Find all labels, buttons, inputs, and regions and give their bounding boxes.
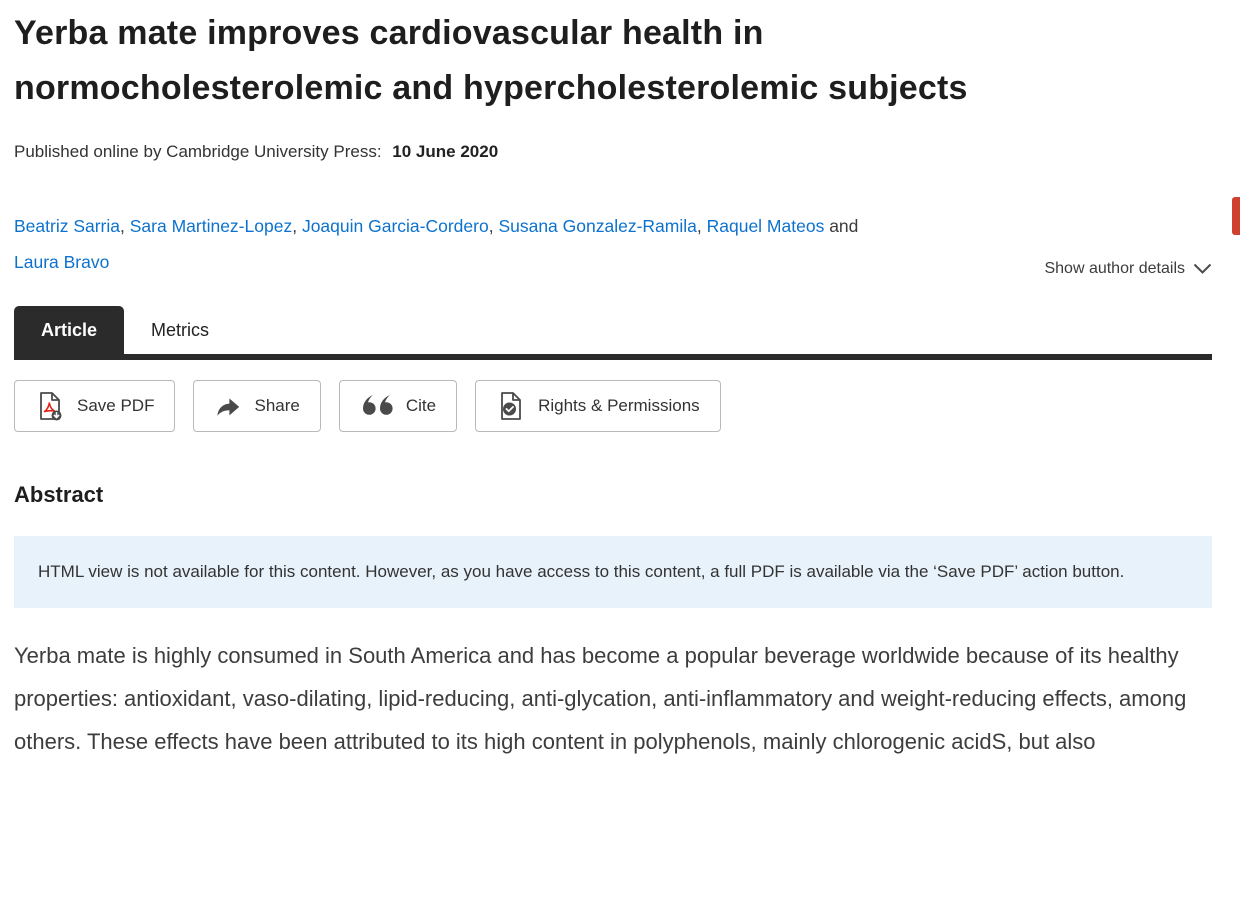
author-separator: and — [824, 216, 859, 236]
author-separator: , — [292, 216, 302, 236]
author-separator: , — [696, 216, 707, 236]
author-link[interactable]: Raquel Mateos — [706, 216, 825, 236]
show-author-details-label: Show author details — [1044, 260, 1185, 277]
published-line: Published online by Cambridge University… — [14, 142, 1212, 162]
save-pdf-button[interactable]: Save PDF — [14, 380, 176, 432]
pdf-download-icon — [35, 391, 65, 421]
author-link[interactable]: Sara Martinez-Lopez — [129, 216, 293, 236]
article-page: Yerba mate improves cardiovascular healt… — [14, 14, 1212, 754]
cite-button[interactable]: Cite — [338, 380, 458, 432]
save-pdf-label: Save PDF — [77, 396, 155, 415]
author-link[interactable]: Susana Gonzalez-Ramila — [498, 216, 697, 236]
abstract-text: Yerba mate is highly consumed in South A… — [14, 643, 1187, 754]
tab-bar: Article Metrics — [14, 306, 1212, 360]
chevron-down-icon — [1193, 263, 1212, 275]
published-date: 10 June 2020 — [392, 142, 499, 161]
article-title: Yerba mate improves cardiovascular healt… — [14, 14, 968, 107]
published-prefix: Published online by Cambridge University… — [14, 142, 382, 161]
abstract-heading: Abstract — [14, 482, 104, 507]
feedback-tab-partial[interactable] — [1232, 197, 1240, 235]
tab-article[interactable]: Article — [14, 306, 125, 354]
quote-icon — [360, 393, 394, 419]
html-unavailable-notice: HTML view is not available for this cont… — [14, 536, 1212, 608]
authors-row: Beatriz Sarria, Sara Martinez-Lopez, Joa… — [14, 208, 1212, 280]
author-list: Beatriz Sarria, Sara Martinez-Lopez, Joa… — [14, 208, 894, 280]
action-toolbar: Save PDF Share Cite — [14, 380, 1212, 432]
document-check-icon — [496, 391, 526, 421]
author-link[interactable]: Joaquin Garcia-Cordero — [301, 216, 489, 236]
author-separator: , — [120, 216, 130, 236]
share-button[interactable]: Share — [193, 380, 321, 432]
author-link[interactable]: Beatriz Sarria — [14, 216, 121, 236]
author-separator: , — [488, 216, 499, 236]
tab-metrics[interactable]: Metrics — [124, 306, 236, 354]
rights-permissions-label: Rights & Permissions — [538, 396, 700, 415]
share-icon — [214, 392, 242, 420]
cite-label: Cite — [405, 396, 437, 415]
share-label: Share — [254, 396, 300, 415]
show-author-details-button[interactable]: Show author details — [1044, 260, 1212, 280]
rights-permissions-button[interactable]: Rights & Permissions — [475, 380, 721, 432]
author-link[interactable]: Laura Bravo — [14, 252, 110, 272]
